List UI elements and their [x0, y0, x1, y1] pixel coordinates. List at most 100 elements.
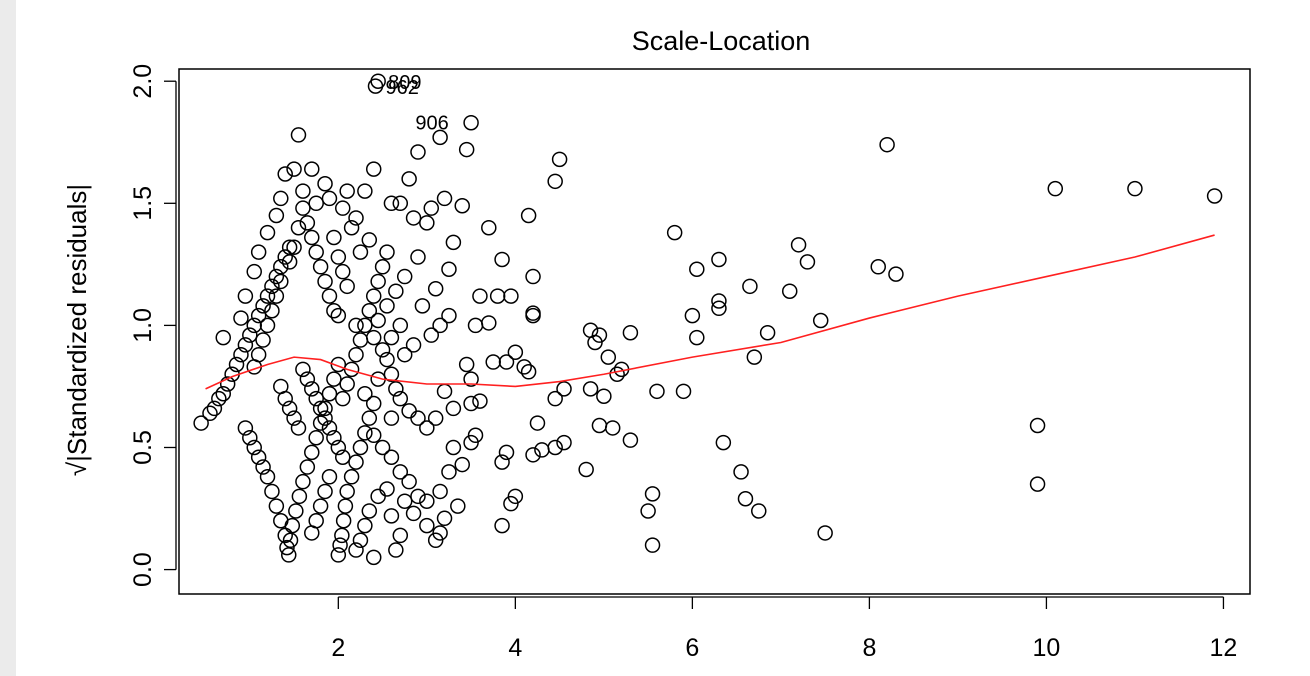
data-point	[520, 364, 537, 380]
data-point	[370, 73, 386, 89]
data-point	[383, 366, 400, 382]
data-point	[547, 173, 563, 190]
x-tick-label: 10	[1033, 634, 1061, 662]
data-point	[485, 354, 501, 370]
data-point	[388, 542, 404, 558]
data-point	[432, 525, 448, 541]
data-point	[370, 312, 386, 329]
data-point	[326, 229, 342, 246]
data-point	[405, 210, 422, 226]
data-point	[427, 281, 444, 297]
data-point	[299, 371, 316, 387]
data-point	[304, 161, 320, 177]
data-point	[737, 491, 754, 507]
data-point	[379, 481, 395, 497]
data-point	[445, 234, 462, 251]
data-point	[503, 495, 519, 512]
data-point	[334, 200, 351, 216]
data-point	[799, 254, 816, 270]
data-point	[304, 444, 320, 461]
data-point	[556, 381, 572, 397]
data-point	[299, 215, 316, 231]
data-point	[419, 517, 435, 534]
data-point	[383, 508, 400, 524]
data-point	[414, 298, 431, 314]
data-point	[396, 346, 413, 363]
data-point	[578, 461, 594, 478]
point-label: 906	[415, 112, 448, 134]
data-point	[312, 400, 329, 417]
data-point	[388, 381, 404, 397]
data-point	[374, 259, 391, 275]
data-point	[436, 510, 453, 527]
data-point	[494, 517, 510, 534]
data-point	[596, 388, 612, 404]
data-point	[335, 512, 352, 529]
data-point	[290, 219, 307, 236]
data-point	[401, 171, 417, 187]
x-tick-label: 4	[508, 634, 522, 662]
data-point	[334, 263, 351, 280]
data-point	[432, 483, 448, 500]
data-point	[290, 127, 307, 143]
data-point	[348, 542, 364, 558]
data-point	[401, 473, 417, 490]
data-point	[392, 527, 409, 544]
data-point	[273, 273, 289, 290]
data-point	[405, 505, 422, 522]
data-point	[321, 420, 338, 436]
data-point	[525, 447, 541, 463]
chart-title: Scale-Location	[632, 26, 811, 56]
data-point	[339, 483, 355, 500]
data-point	[259, 317, 276, 334]
data-point	[228, 356, 245, 373]
data-point	[410, 144, 426, 160]
point-label: 962	[385, 77, 418, 99]
data-point	[516, 359, 532, 375]
data-point	[337, 498, 354, 514]
data-point	[445, 439, 462, 456]
data-point	[295, 473, 311, 490]
data-points	[193, 73, 1223, 566]
data-point	[365, 395, 382, 412]
data-point	[649, 383, 665, 400]
data-point	[343, 219, 360, 236]
data-point	[472, 288, 488, 304]
data-point	[467, 317, 484, 334]
data-point	[286, 239, 302, 256]
data-point	[237, 288, 254, 304]
data-point	[357, 183, 373, 199]
data-point	[396, 268, 413, 285]
data-point	[410, 488, 426, 505]
data-point	[547, 390, 563, 407]
data-point	[507, 344, 524, 361]
data-point	[463, 395, 479, 412]
data-point	[211, 390, 227, 407]
data-point	[441, 464, 457, 480]
data-point	[343, 361, 360, 378]
x-axis: 2 4 6 8 10 12	[331, 596, 1237, 662]
data-point	[361, 232, 378, 248]
data-point	[321, 386, 338, 402]
data-point	[481, 315, 497, 331]
data-point	[383, 449, 400, 466]
data-point	[330, 547, 347, 563]
plot-frame	[178, 68, 1251, 595]
data-point	[352, 532, 369, 549]
data-point	[242, 327, 258, 343]
data-point	[383, 195, 400, 212]
data-point	[383, 410, 400, 426]
data-point	[361, 302, 378, 319]
data-point	[379, 298, 395, 314]
data-point	[790, 237, 807, 253]
data-point	[746, 349, 763, 365]
data-point	[268, 498, 285, 514]
data-point	[551, 151, 568, 168]
data-point	[326, 371, 342, 387]
data-point	[321, 288, 338, 304]
data-point	[604, 420, 621, 436]
data-point	[600, 349, 617, 365]
data-point	[246, 439, 262, 456]
data-point	[343, 469, 360, 485]
data-point	[392, 317, 409, 334]
